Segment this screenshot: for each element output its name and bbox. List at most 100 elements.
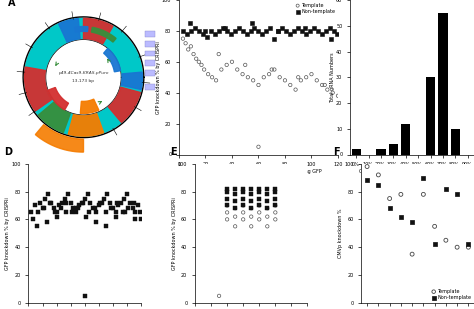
Point xyxy=(264,186,271,191)
Template xyxy=(286,83,294,87)
Template xyxy=(419,192,427,197)
Point xyxy=(80,200,87,205)
Point xyxy=(272,203,279,208)
Text: p49-4Cas9-KRAS.pPuro: p49-4Cas9-KRAS.pPuro xyxy=(58,71,109,75)
Polygon shape xyxy=(25,67,52,111)
FancyBboxPatch shape xyxy=(145,84,155,90)
Point xyxy=(255,186,263,191)
Non-template xyxy=(330,28,338,33)
Point xyxy=(78,200,86,205)
Text: E: E xyxy=(170,147,177,157)
Non-template xyxy=(328,36,335,41)
Template xyxy=(386,196,393,201)
Point xyxy=(255,189,263,194)
FancyBboxPatch shape xyxy=(145,41,155,47)
Point xyxy=(223,203,231,208)
Polygon shape xyxy=(36,125,83,152)
Non-template xyxy=(255,28,262,33)
Template xyxy=(318,83,326,87)
Non-template xyxy=(186,21,193,26)
Bar xyxy=(438,13,447,155)
Point xyxy=(134,203,142,208)
Point xyxy=(58,200,66,205)
Non-template xyxy=(397,214,405,219)
Point xyxy=(92,210,100,215)
Template xyxy=(179,36,187,41)
Point xyxy=(239,196,247,201)
Template xyxy=(308,72,315,77)
Point xyxy=(33,224,41,229)
Bar xyxy=(451,129,460,154)
Template xyxy=(239,72,246,77)
Non-template xyxy=(283,28,290,33)
Point xyxy=(84,192,91,197)
Point xyxy=(223,203,231,208)
Non-template xyxy=(322,28,330,33)
Non-template xyxy=(211,32,219,36)
Point xyxy=(55,203,63,208)
Point xyxy=(103,192,111,197)
Point xyxy=(57,206,64,211)
Point xyxy=(223,196,231,201)
Non-template xyxy=(239,28,246,33)
Template xyxy=(268,67,275,72)
Non-template xyxy=(274,28,282,33)
Template xyxy=(363,164,371,169)
Point xyxy=(70,206,77,211)
Point xyxy=(112,214,119,219)
Point xyxy=(247,214,255,219)
Point xyxy=(46,200,54,205)
Template xyxy=(260,75,267,80)
Non-template xyxy=(219,25,227,30)
Point xyxy=(272,203,279,208)
Point xyxy=(231,206,239,211)
Template xyxy=(397,192,405,197)
Point xyxy=(108,206,115,211)
Non-template xyxy=(274,28,282,33)
Point xyxy=(231,186,239,191)
Template xyxy=(215,52,222,57)
Point xyxy=(29,217,36,222)
Template xyxy=(192,56,200,61)
Template xyxy=(271,67,278,72)
Legend: Template, Non-template: Template, Non-template xyxy=(431,288,472,300)
Template xyxy=(334,93,342,98)
Template xyxy=(281,78,289,83)
Point xyxy=(47,200,55,205)
Template xyxy=(184,47,192,52)
FancyBboxPatch shape xyxy=(145,60,155,66)
Non-template xyxy=(199,32,207,36)
Template xyxy=(255,144,262,149)
Non-template xyxy=(247,28,255,33)
Template xyxy=(234,67,241,72)
Point xyxy=(130,200,138,205)
Point xyxy=(223,210,231,215)
Non-template xyxy=(179,28,187,33)
Point xyxy=(85,210,93,215)
Text: A: A xyxy=(8,0,15,8)
Point xyxy=(231,224,239,229)
Point xyxy=(92,220,100,225)
Template xyxy=(244,75,252,80)
Non-template xyxy=(235,25,242,30)
Point xyxy=(136,210,143,215)
Polygon shape xyxy=(121,72,142,90)
Non-template xyxy=(318,32,326,36)
Point xyxy=(125,206,132,211)
Template xyxy=(218,67,225,72)
Template xyxy=(190,52,197,57)
Template xyxy=(321,83,328,87)
Point xyxy=(106,200,114,205)
Point xyxy=(68,210,76,215)
Template xyxy=(228,59,236,64)
Text: 13,173 bp: 13,173 bp xyxy=(73,79,94,83)
Point xyxy=(64,192,72,197)
Non-template xyxy=(248,21,255,26)
Non-template xyxy=(251,25,258,30)
Template xyxy=(195,59,202,64)
Template xyxy=(265,72,273,77)
Point xyxy=(63,210,70,215)
Template xyxy=(408,252,416,256)
Point xyxy=(255,203,263,208)
Point xyxy=(231,206,239,211)
